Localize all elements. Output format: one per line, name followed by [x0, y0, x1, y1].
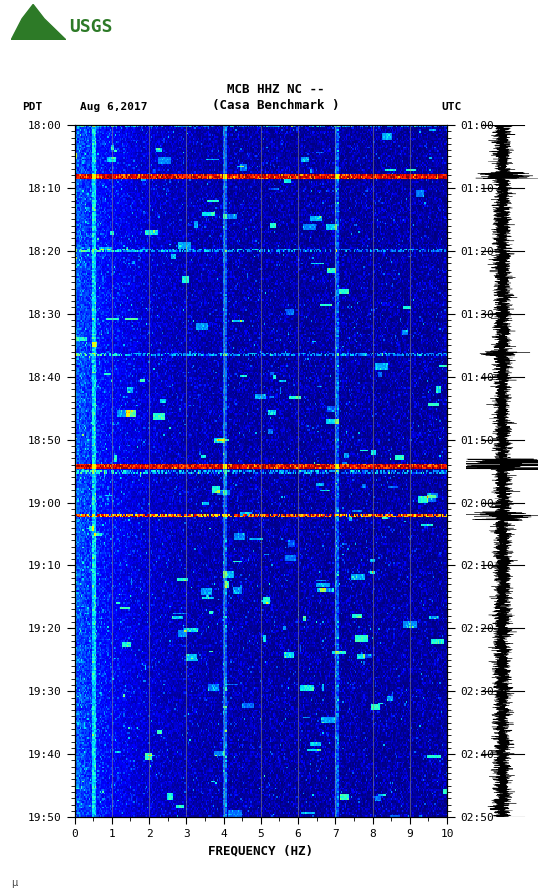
Polygon shape: [11, 4, 66, 40]
Text: UTC: UTC: [442, 102, 462, 112]
Text: USGS: USGS: [69, 18, 113, 36]
X-axis label: FREQUENCY (HZ): FREQUENCY (HZ): [208, 845, 314, 857]
Text: MCB HHZ NC --: MCB HHZ NC --: [227, 82, 325, 96]
Text: Aug 6,2017: Aug 6,2017: [80, 102, 147, 112]
Text: PDT: PDT: [22, 102, 43, 112]
Text: μ: μ: [11, 878, 17, 888]
Text: (Casa Benchmark ): (Casa Benchmark ): [213, 98, 339, 112]
